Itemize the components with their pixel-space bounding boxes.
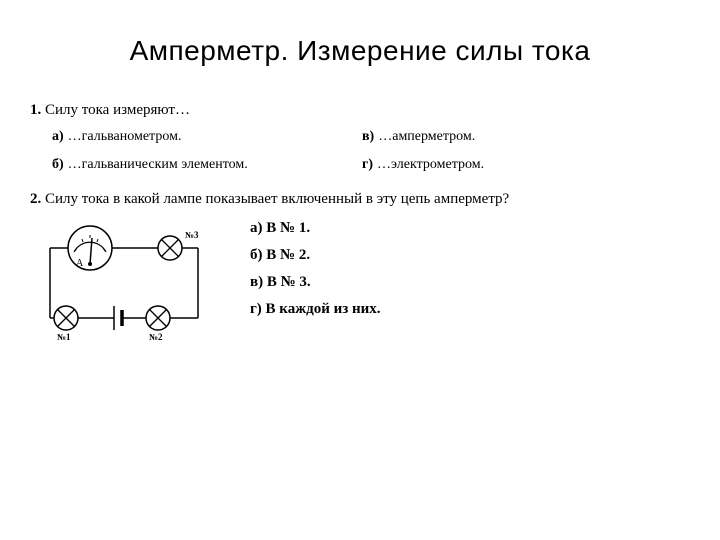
q1-option-a: а) …гальванометром.: [52, 129, 352, 145]
q1-v-text: …амперметром.: [378, 129, 475, 145]
q1-v-marker: в): [362, 129, 374, 145]
circuit-diagram: А №3 №2: [30, 218, 220, 348]
page-title: Амперметр. Измерение силы тока: [30, 35, 690, 67]
battery-icon: [114, 306, 122, 330]
question-1: 1. Силу тока измеряют… а) …гальванометро…: [30, 102, 690, 173]
lamp-2-icon: [146, 306, 170, 330]
q1-option-b: б) …гальваническим элементом.: [52, 157, 352, 173]
q1-a-text: …гальванометром.: [68, 129, 182, 145]
q1-text: Силу тока измеряют…: [45, 102, 190, 118]
q1-g-marker: г): [362, 157, 373, 173]
q1-options: а) …гальванометром. в) …амперметром. б) …: [52, 129, 690, 173]
svg-text:А: А: [76, 258, 84, 269]
q1-number: 1.: [30, 102, 41, 118]
q1-b-marker: б): [52, 157, 64, 173]
q2-number: 2.: [30, 191, 41, 207]
q1-prompt: 1. Силу тока измеряют…: [30, 102, 690, 119]
q2-prompt: 2. Силу тока в какой лампе показывает вк…: [30, 191, 690, 208]
q2-text: Силу тока в какой лампе показывает включ…: [45, 191, 509, 207]
lamp-3-label: №3: [185, 230, 199, 240]
q1-g-text: …электрометром.: [377, 157, 484, 173]
lamp-1-icon: [54, 306, 78, 330]
question-2: 2. Силу тока в какой лампе показывает вк…: [30, 191, 690, 348]
q1-a-marker: а): [52, 129, 64, 145]
lamp-2-label: №2: [149, 332, 163, 342]
q1-option-g: г) …электрометром.: [362, 157, 602, 173]
lamp-3-icon: [158, 236, 182, 260]
q2-option-g: г) В каждой из них.: [250, 301, 381, 318]
ammeter-icon: А: [68, 226, 112, 270]
lamp-1-label: №1: [57, 332, 71, 342]
q2-options: а) В № 1. б) В № 2. в) В № 3. г) В каждо…: [250, 220, 381, 318]
q2-option-v: в) В № 3.: [250, 274, 381, 291]
q1-b-text: …гальваническим элементом.: [68, 157, 248, 173]
q2-option-b: б) В № 2.: [250, 247, 381, 264]
q1-option-v: в) …амперметром.: [362, 129, 602, 145]
q2-option-a: а) В № 1.: [250, 220, 381, 237]
